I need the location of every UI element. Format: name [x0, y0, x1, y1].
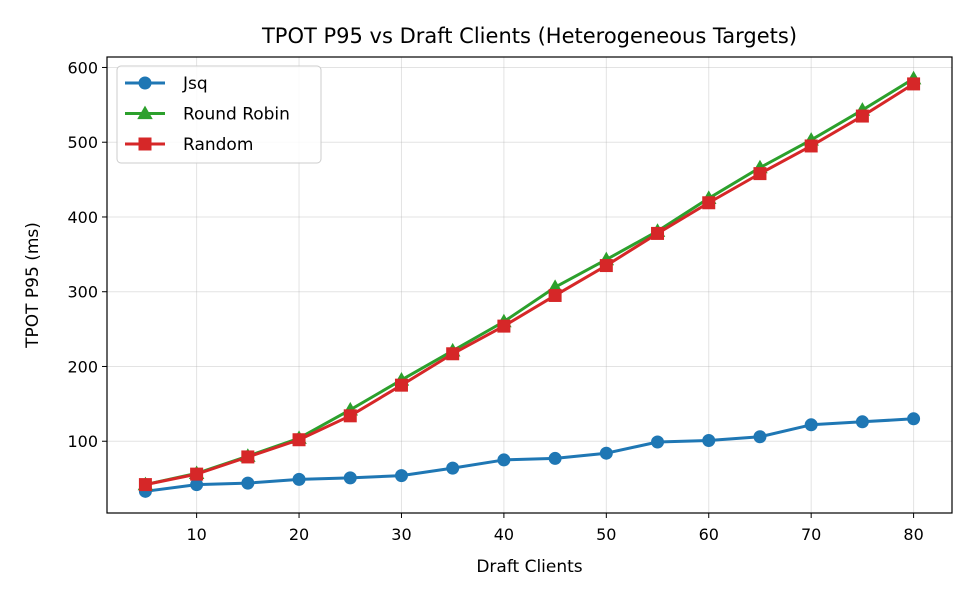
series-line-jsq — [145, 417, 914, 493]
legend-box — [116, 65, 322, 164]
y-tick-label: 600 — [67, 58, 98, 77]
x-tick-label: 60 — [699, 525, 719, 544]
data-point-jsq — [241, 476, 255, 490]
x-axis-label: Draft Clients — [476, 557, 582, 577]
data-point-random — [190, 467, 204, 481]
y-tick-label: 200 — [67, 357, 98, 376]
legend-item-round-robin: Round Robin — [125, 105, 290, 125]
y-tick-label: 300 — [67, 283, 98, 302]
x-tick-label: 10 — [186, 525, 206, 544]
legend-label-round-robin: Round Robin — [183, 105, 290, 125]
x-tick-label: 20 — [289, 525, 309, 544]
data-point-random — [394, 378, 408, 392]
legend-item-random: Random — [125, 135, 253, 155]
chart-title: TPOT P95 vs Draft Clients (Heterogeneous… — [261, 24, 797, 48]
legend-label-jsq: Jsq — [182, 74, 208, 94]
data-point-jsq — [753, 430, 767, 444]
data-point-jsq — [702, 433, 716, 447]
series-layer — [137, 70, 922, 498]
data-point-random — [446, 347, 460, 361]
data-point-jsq — [855, 415, 869, 429]
data-point-random — [599, 259, 613, 273]
data-point-random — [907, 77, 921, 91]
data-point-random — [855, 109, 869, 123]
x-tick-label: 70 — [801, 525, 821, 544]
legend-item-jsq: Jsq — [125, 74, 208, 94]
data-point-random — [292, 433, 306, 447]
data-point-random — [651, 226, 665, 240]
x-axis: 10 20 30 40 50 60 70 80 — [186, 513, 924, 544]
data-point-random — [548, 288, 562, 302]
series-line-random — [145, 82, 915, 487]
data-point-jsq — [292, 472, 306, 486]
data-point-jsq — [343, 471, 357, 485]
data-point-jsq — [394, 469, 408, 483]
data-point-random — [138, 478, 152, 492]
legend-marker-random — [138, 137, 152, 151]
plot-frame — [106, 56, 953, 514]
y-tick-label: 100 — [67, 432, 98, 451]
y-axis-label: TPOT P95 (ms) — [23, 222, 43, 349]
y-tick-label: 400 — [67, 208, 98, 227]
y-axis: 100 200 300 400 500 600 — [67, 58, 107, 451]
data-point-jsq — [599, 446, 613, 460]
y-tick-label: 500 — [67, 133, 98, 152]
data-point-random — [702, 196, 716, 210]
data-point-random — [497, 319, 511, 333]
x-tick-label: 50 — [596, 525, 616, 544]
data-point-jsq — [651, 435, 665, 449]
legend-marker-jsq — [138, 76, 152, 90]
x-tick-label: 30 — [391, 525, 411, 544]
legend-marker-round-robin — [137, 105, 153, 120]
data-point-jsq — [804, 418, 818, 432]
series-random — [138, 77, 921, 492]
data-point-random — [343, 409, 357, 423]
x-tick-label: 40 — [494, 525, 514, 544]
data-point-jsq — [907, 412, 921, 426]
data-point-random — [241, 450, 255, 464]
legend-label-random: Random — [183, 135, 253, 155]
grid — [107, 57, 952, 513]
data-point-random — [804, 139, 818, 153]
data-point-random — [753, 167, 767, 181]
series-jsq — [138, 412, 921, 498]
data-point-jsq — [497, 453, 511, 467]
data-point-jsq — [548, 451, 562, 465]
legend: Jsq Round Robin Random — [116, 65, 322, 164]
data-point-jsq — [446, 461, 460, 475]
x-tick-label: 80 — [903, 525, 923, 544]
